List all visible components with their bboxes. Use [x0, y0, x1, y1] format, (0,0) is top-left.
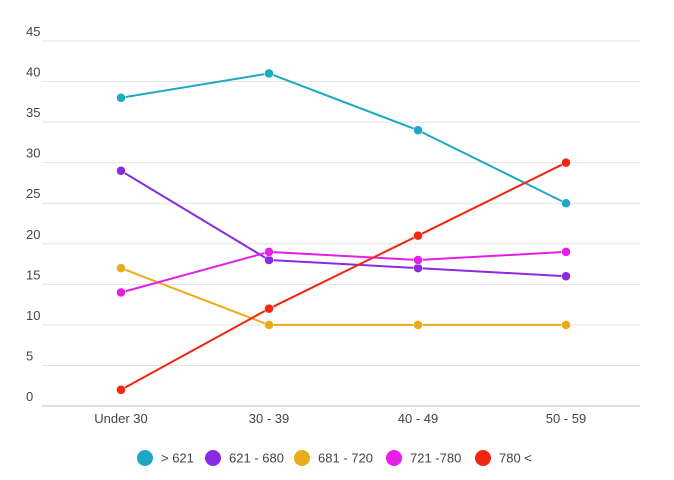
series-group [116, 68, 571, 395]
series-line [120, 267, 566, 326]
data-point [561, 271, 571, 281]
legend-label: 780 < [499, 451, 532, 466]
legend-label: 621 - 680 [229, 451, 284, 466]
data-point [413, 230, 423, 241]
data-point [264, 68, 274, 79]
legend-marker [386, 450, 402, 466]
data-point [116, 385, 126, 395]
data-point [116, 263, 126, 273]
legend-marker [137, 450, 153, 466]
legend-marker [475, 450, 491, 466]
legend-marker [294, 450, 310, 466]
series-line [120, 169, 567, 278]
y-axis: 0 5 10 15 20 25 30 35 40 45 [26, 24, 40, 404]
x-tick-label: Under 30 [94, 411, 147, 426]
legend-label: > 621 [161, 451, 194, 466]
data-point [264, 247, 274, 257]
series-line [120, 161, 567, 391]
legend-marker [205, 450, 221, 466]
x-tick-label: 50 - 59 [546, 411, 586, 426]
data-point [116, 287, 126, 298]
legend-label: 681 - 720 [318, 451, 373, 466]
x-tick-label: 40 - 49 [398, 411, 438, 426]
series-line [120, 72, 567, 205]
y-tick-label: 0 [26, 389, 33, 404]
legend-label: 721 -780 [410, 451, 461, 466]
y-tick-label: 15 [26, 267, 40, 282]
y-tick-label: 30 [26, 146, 40, 161]
data-point [116, 166, 126, 176]
data-point [413, 255, 423, 265]
y-tick-label: 45 [26, 24, 40, 39]
y-tick-label: 40 [26, 65, 40, 80]
series-line [120, 250, 567, 294]
y-tick-label: 25 [26, 186, 40, 201]
data-point [561, 157, 571, 168]
x-axis: Under 30 30 - 39 40 - 49 50 - 59 [94, 411, 586, 426]
data-point [413, 320, 423, 330]
data-point [561, 320, 571, 330]
data-point [264, 320, 274, 330]
y-tick-label: 10 [26, 308, 40, 323]
gridlines [42, 40, 640, 407]
data-point [413, 125, 423, 135]
data-point [561, 247, 571, 257]
y-tick-label: 35 [26, 105, 40, 120]
data-point [264, 303, 274, 314]
x-tick-label: 30 - 39 [249, 411, 289, 426]
y-tick-label: 5 [26, 348, 33, 363]
data-point [264, 255, 274, 265]
data-point [561, 198, 571, 208]
legend: > 621 621 - 680 681 - 720 721 -780 780 < [137, 450, 532, 466]
data-point [116, 93, 126, 103]
data-point [413, 263, 423, 273]
y-tick-label: 20 [26, 227, 40, 242]
